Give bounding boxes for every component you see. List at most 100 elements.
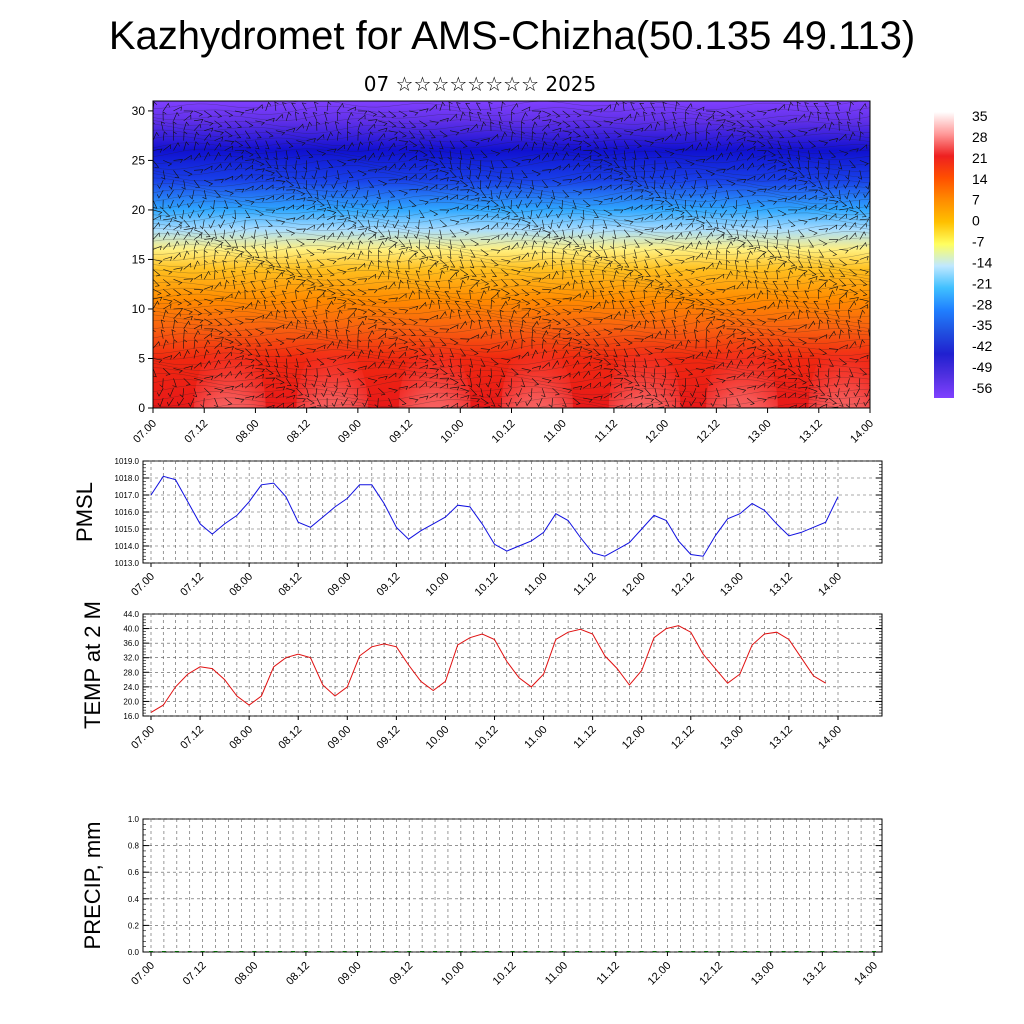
wind-barb: [173, 159, 183, 164]
wind-barb: [859, 354, 869, 360]
wind-barb: [839, 234, 848, 240]
wind-barb: [633, 259, 639, 269]
wind-barb: [306, 269, 313, 278]
wind-barb: [163, 298, 173, 304]
wind-barb: [570, 270, 575, 280]
wind-barb: [634, 279, 640, 290]
wind-barb: [168, 180, 174, 190]
wind-barb: [393, 209, 400, 220]
wind-barb: [777, 103, 786, 112]
wind-barb: [613, 259, 622, 267]
x-tick-label: 11.00: [541, 418, 568, 445]
wind-barb: [509, 319, 514, 329]
wind-barb: [825, 180, 830, 190]
wind-barb: [583, 355, 593, 360]
wind-barb: [419, 364, 429, 369]
wind-barb: [572, 370, 581, 379]
wind-barb: [773, 239, 779, 250]
wind-barb: [521, 231, 528, 240]
wind-barb: [630, 102, 635, 112]
wind-barb: [193, 240, 200, 250]
wind-barb: [501, 245, 510, 250]
wind-barb: [593, 108, 603, 113]
wind-barb: [337, 131, 342, 141]
wind-barb: [296, 197, 306, 202]
wind-barb: [408, 370, 416, 379]
wind-barb: [859, 131, 864, 141]
wind-barb: [419, 338, 426, 347]
wind-barb: [183, 240, 189, 250]
wind-barb: [255, 160, 265, 167]
wind-barb: [685, 368, 694, 376]
wind-barb: [214, 249, 219, 260]
x-tick-label: 14.00: [816, 724, 844, 752]
wind-barb: [378, 332, 387, 339]
wind-barb: [409, 249, 419, 255]
wind-barb: [398, 140, 409, 145]
wind-barb: [777, 328, 787, 335]
wind-barb: [346, 209, 351, 220]
wind-barb: [642, 378, 647, 388]
wind-barb: [479, 388, 484, 398]
wind-barb: [828, 358, 834, 367]
wind-barb: [351, 397, 359, 407]
wind-barb: [541, 141, 548, 151]
wind-barb: [726, 285, 736, 290]
wind-barb: [665, 150, 675, 156]
wind-barb: [836, 101, 841, 111]
wind-barb: [224, 250, 231, 260]
wind-barb: [419, 318, 429, 323]
wind-barb: [849, 368, 854, 378]
wind-barb: [777, 338, 784, 347]
wind-barb: [224, 293, 233, 300]
wind-barb: [470, 348, 479, 356]
wind-barb: [367, 407, 369, 408]
wind-barb: [306, 138, 316, 143]
wind-barb: [689, 189, 697, 199]
wind-barb: [429, 299, 435, 310]
wind-barb: [378, 308, 387, 316]
wind-barb: [488, 190, 493, 200]
wind-barb: [285, 111, 292, 121]
x-tick-label: 08.00: [227, 571, 255, 599]
wind-barb: [357, 262, 366, 270]
wind-barb: [531, 219, 539, 228]
wind-barb: [347, 106, 357, 112]
wind-barb: [429, 368, 440, 373]
wind-barb: [241, 239, 246, 250]
wind-barb: [488, 368, 492, 378]
wind-barb: [234, 397, 245, 403]
wind-barb: [429, 314, 439, 320]
wind-barb: [685, 279, 694, 287]
wind-barb: [675, 222, 683, 230]
wind-barb: [552, 141, 559, 151]
wind-barb: [804, 160, 809, 170]
wind-barb: [337, 209, 345, 218]
wind-barb: [183, 262, 192, 270]
wind-barb: [572, 189, 583, 196]
wind-barb: [214, 130, 224, 136]
wind-barb: [470, 387, 478, 396]
wind-barb: [624, 269, 634, 275]
wind-barb: [654, 259, 661, 268]
wind-barb: [274, 160, 279, 170]
wind-barb: [414, 280, 420, 290]
wind-barb: [531, 320, 539, 329]
wind-barb: [367, 123, 376, 131]
x-tick-label: 11.12: [593, 418, 620, 445]
wind-barb: [415, 239, 420, 250]
wind-barb: [542, 318, 552, 324]
wind-barb: [527, 209, 533, 220]
wind-barb: [674, 329, 679, 339]
wind-barb: [466, 160, 471, 171]
wind-barb: [232, 209, 236, 220]
x-tick-label: 09.12: [387, 960, 415, 988]
wind-barb: [490, 397, 496, 407]
wind-barb: [244, 130, 251, 139]
wind-barb: [275, 392, 284, 399]
wind-barb: [644, 123, 652, 131]
wind-barb: [777, 381, 786, 389]
wind-barb: [388, 249, 393, 260]
wind-barb: [849, 407, 850, 408]
wind-barb: [695, 288, 704, 296]
